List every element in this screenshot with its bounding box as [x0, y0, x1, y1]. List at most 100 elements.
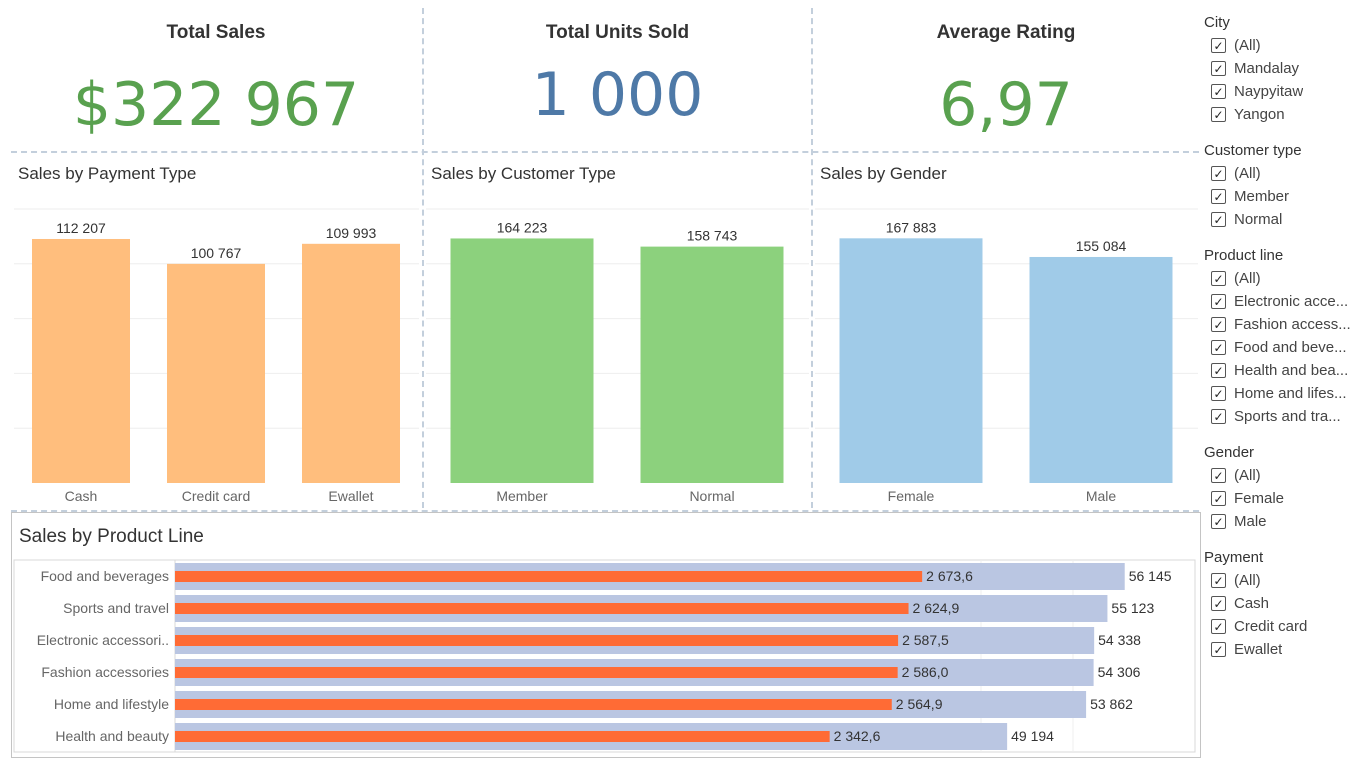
chart-sales-by-gender: 167 883 Female 155 084 Male [815, 190, 1198, 510]
checkbox-checked-icon[interactable]: ✓ [1211, 619, 1226, 634]
secondary-value-label: 2 587,5 [902, 632, 949, 648]
filter-option[interactable]: ✓ Female [1204, 487, 1284, 510]
category-label: Health and beauty [55, 728, 169, 744]
secondary-bar[interactable] [175, 571, 923, 582]
bar[interactable] [302, 243, 400, 483]
chart-title-customer: Sales by Customer Type [431, 164, 616, 183]
filter-option-label: Credit card [1234, 618, 1308, 635]
filter-option[interactable]: ✓ Credit card [1204, 615, 1307, 638]
sales-value-label: 49 194 [1011, 728, 1054, 744]
filter-city: City ✓ (All) ✓ Mandalay ✓ Naypyitaw ✓ Yangon [1204, 11, 1303, 126]
filter-title: Gender [1204, 444, 1255, 461]
bar-value-label: 164 223 [497, 219, 548, 235]
category-label: Cash [65, 488, 98, 504]
kpi-title: Average Rating [936, 22, 1076, 43]
bar[interactable] [32, 238, 130, 483]
secondary-bar[interactable] [175, 603, 909, 614]
filter-option[interactable]: ✓ Ewallet [1204, 638, 1307, 661]
secondary-bar[interactable] [175, 635, 899, 646]
bar[interactable] [1029, 256, 1173, 483]
checkbox-checked-icon[interactable]: ✓ [1211, 491, 1226, 506]
checkbox-checked-icon[interactable]: ✓ [1211, 271, 1226, 286]
chart-sales-by-customer: 164 223 Member 158 743 Normal [426, 190, 809, 510]
filter-option[interactable]: ✓ (All) [1204, 464, 1284, 487]
checkbox-checked-icon[interactable]: ✓ [1211, 340, 1226, 355]
filter-option[interactable]: ✓ (All) [1204, 34, 1303, 57]
sales-value-label: 54 306 [1098, 664, 1141, 680]
checkbox-checked-icon[interactable]: ✓ [1211, 189, 1226, 204]
filter-payment: Payment ✓ (All) ✓ Cash ✓ Credit card ✓ Ewallet [1204, 546, 1307, 661]
filter-option-label: Sports and tra... [1234, 408, 1341, 425]
filter-option[interactable]: ✓ Member [1204, 185, 1302, 208]
bar-value-label: 155 084 [1076, 238, 1127, 254]
filter-option[interactable]: ✓ Naypyitaw [1204, 80, 1303, 103]
secondary-value-label: 2 624,9 [913, 600, 960, 616]
checkbox-checked-icon[interactable]: ✓ [1211, 38, 1226, 53]
bar-value-label: 109 993 [326, 225, 377, 241]
filter-option[interactable]: ✓ Normal [1204, 208, 1302, 231]
filter-option[interactable]: ✓ Food and beve... [1204, 336, 1351, 359]
divider [422, 8, 424, 508]
checkbox-checked-icon[interactable]: ✓ [1211, 596, 1226, 611]
category-label: Ewallet [328, 488, 373, 504]
filter-option-label: Yangon [1234, 106, 1285, 123]
filter-title: Payment [1204, 549, 1264, 566]
checkbox-checked-icon[interactable]: ✓ [1211, 317, 1226, 332]
checkbox-checked-icon[interactable]: ✓ [1211, 212, 1226, 227]
secondary-bar[interactable] [175, 667, 898, 678]
filter-option[interactable]: ✓ Sports and tra... [1204, 405, 1351, 428]
checkbox-checked-icon[interactable]: ✓ [1211, 166, 1226, 181]
checkbox-checked-icon[interactable]: ✓ [1211, 468, 1226, 483]
filter-title: City [1204, 14, 1230, 31]
category-label: Female [888, 488, 935, 504]
bar[interactable] [640, 246, 784, 483]
secondary-bar[interactable] [175, 731, 830, 742]
checkbox-checked-icon[interactable]: ✓ [1211, 409, 1226, 424]
checkbox-checked-icon[interactable]: ✓ [1211, 61, 1226, 76]
checkbox-checked-icon[interactable]: ✓ [1211, 363, 1226, 378]
chart-svg: 112 207 Cash 100 767 Credit card 109 993 Ewal… [14, 208, 419, 504]
chart-sales-by-product-line: Sales by Product Line 56 145 2 673,6 Food … [11, 512, 1201, 758]
divider [11, 151, 1199, 153]
filter-option[interactable]: ✓ Yangon [1204, 103, 1303, 126]
secondary-value-label: 2 586,0 [902, 664, 949, 680]
kpi-total-sales: Total Sales $322 967 [11, 8, 421, 150]
filter-option[interactable]: ✓ Electronic acce... [1204, 290, 1351, 313]
category-label: Credit card [182, 488, 250, 504]
checkbox-checked-icon[interactable]: ✓ [1211, 84, 1226, 99]
filter-option[interactable]: ✓ Fashion access... [1204, 313, 1351, 336]
filter-option[interactable]: ✓ (All) [1204, 569, 1307, 592]
checkbox-checked-icon[interactable]: ✓ [1211, 107, 1226, 122]
category-label: Fashion accessories [41, 664, 169, 680]
filter-option[interactable]: ✓ Male [1204, 510, 1284, 533]
filter-option[interactable]: ✓ Mandalay [1204, 57, 1303, 80]
filter-option[interactable]: ✓ (All) [1204, 267, 1351, 290]
category-label: Sports and travel [63, 600, 169, 616]
filter-option-label: Food and beve... [1234, 339, 1347, 356]
filter-option[interactable]: ✓ Health and bea... [1204, 359, 1351, 382]
filter-option-label: Ewallet [1234, 641, 1283, 658]
filter-option[interactable]: ✓ Cash [1204, 592, 1307, 615]
checkbox-checked-icon[interactable]: ✓ [1211, 642, 1226, 657]
filter-option[interactable]: ✓ Home and lifes... [1204, 382, 1351, 405]
bar[interactable] [839, 238, 983, 483]
bar[interactable] [450, 238, 594, 483]
checkbox-checked-icon[interactable]: ✓ [1211, 514, 1226, 529]
chart-sales-by-payment: 112 207 Cash 100 767 Credit card 109 993 Ewal… [14, 190, 419, 510]
filter-option-label: Male [1234, 513, 1267, 530]
filter-gender: Gender ✓ (All) ✓ Female ✓ Male [1204, 441, 1284, 533]
filter-title: Product line [1204, 247, 1284, 264]
filter-option-label: Fashion access... [1234, 316, 1351, 333]
secondary-value-label: 2 673,6 [926, 568, 973, 584]
kpi-title: Total Sales [166, 22, 266, 43]
chart-title-gender: Sales by Gender [820, 164, 947, 183]
filter-option[interactable]: ✓ (All) [1204, 162, 1302, 185]
checkbox-checked-icon[interactable]: ✓ [1211, 573, 1226, 588]
filter-option-label: (All) [1234, 270, 1261, 287]
chart-title-payment: Sales by Payment Type [18, 164, 197, 183]
bar[interactable] [167, 263, 265, 483]
checkbox-checked-icon[interactable]: ✓ [1211, 386, 1226, 401]
secondary-bar[interactable] [175, 699, 892, 710]
checkbox-checked-icon[interactable]: ✓ [1211, 294, 1226, 309]
category-label: Electronic accessori.. [37, 632, 169, 648]
